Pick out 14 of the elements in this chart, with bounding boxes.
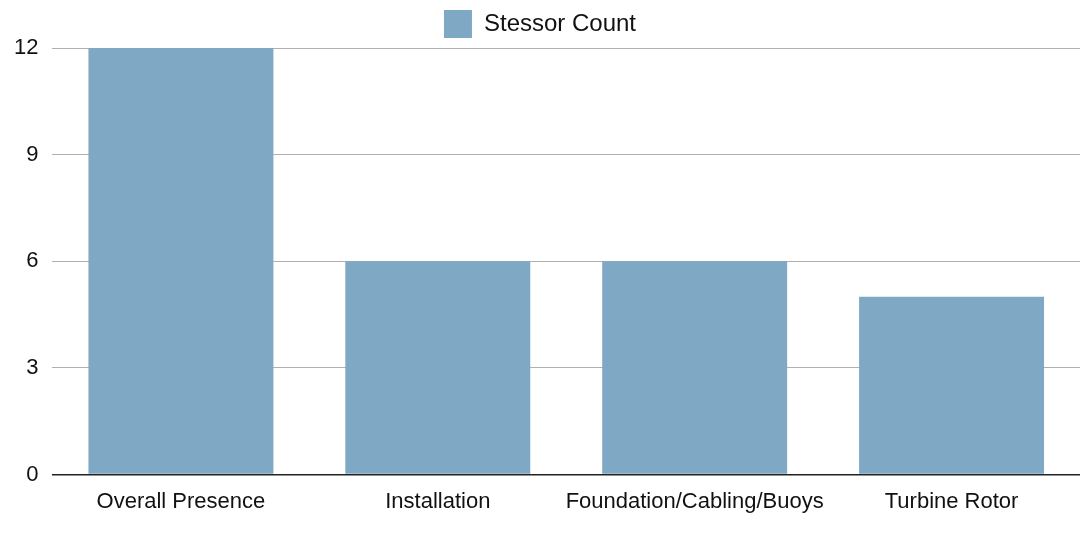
bar [602, 261, 788, 474]
x-tick-label: Turbine Rotor [884, 487, 1019, 513]
x-tick-label: Installation [385, 487, 491, 513]
bar [859, 296, 1045, 474]
bar [88, 48, 274, 474]
y-tick-label: 12 [13, 34, 39, 60]
y-tick-label: 6 [26, 247, 39, 273]
y-tick-label: 0 [26, 460, 39, 486]
y-tick-label: 9 [26, 140, 39, 166]
bar [345, 261, 531, 474]
legend-label: Stessor Count [483, 8, 637, 36]
y-tick-label: 3 [26, 354, 39, 380]
x-tick-label: Overall Presence [96, 487, 266, 513]
x-tick-label: Foundation/Cabling/Buoys [565, 487, 824, 513]
